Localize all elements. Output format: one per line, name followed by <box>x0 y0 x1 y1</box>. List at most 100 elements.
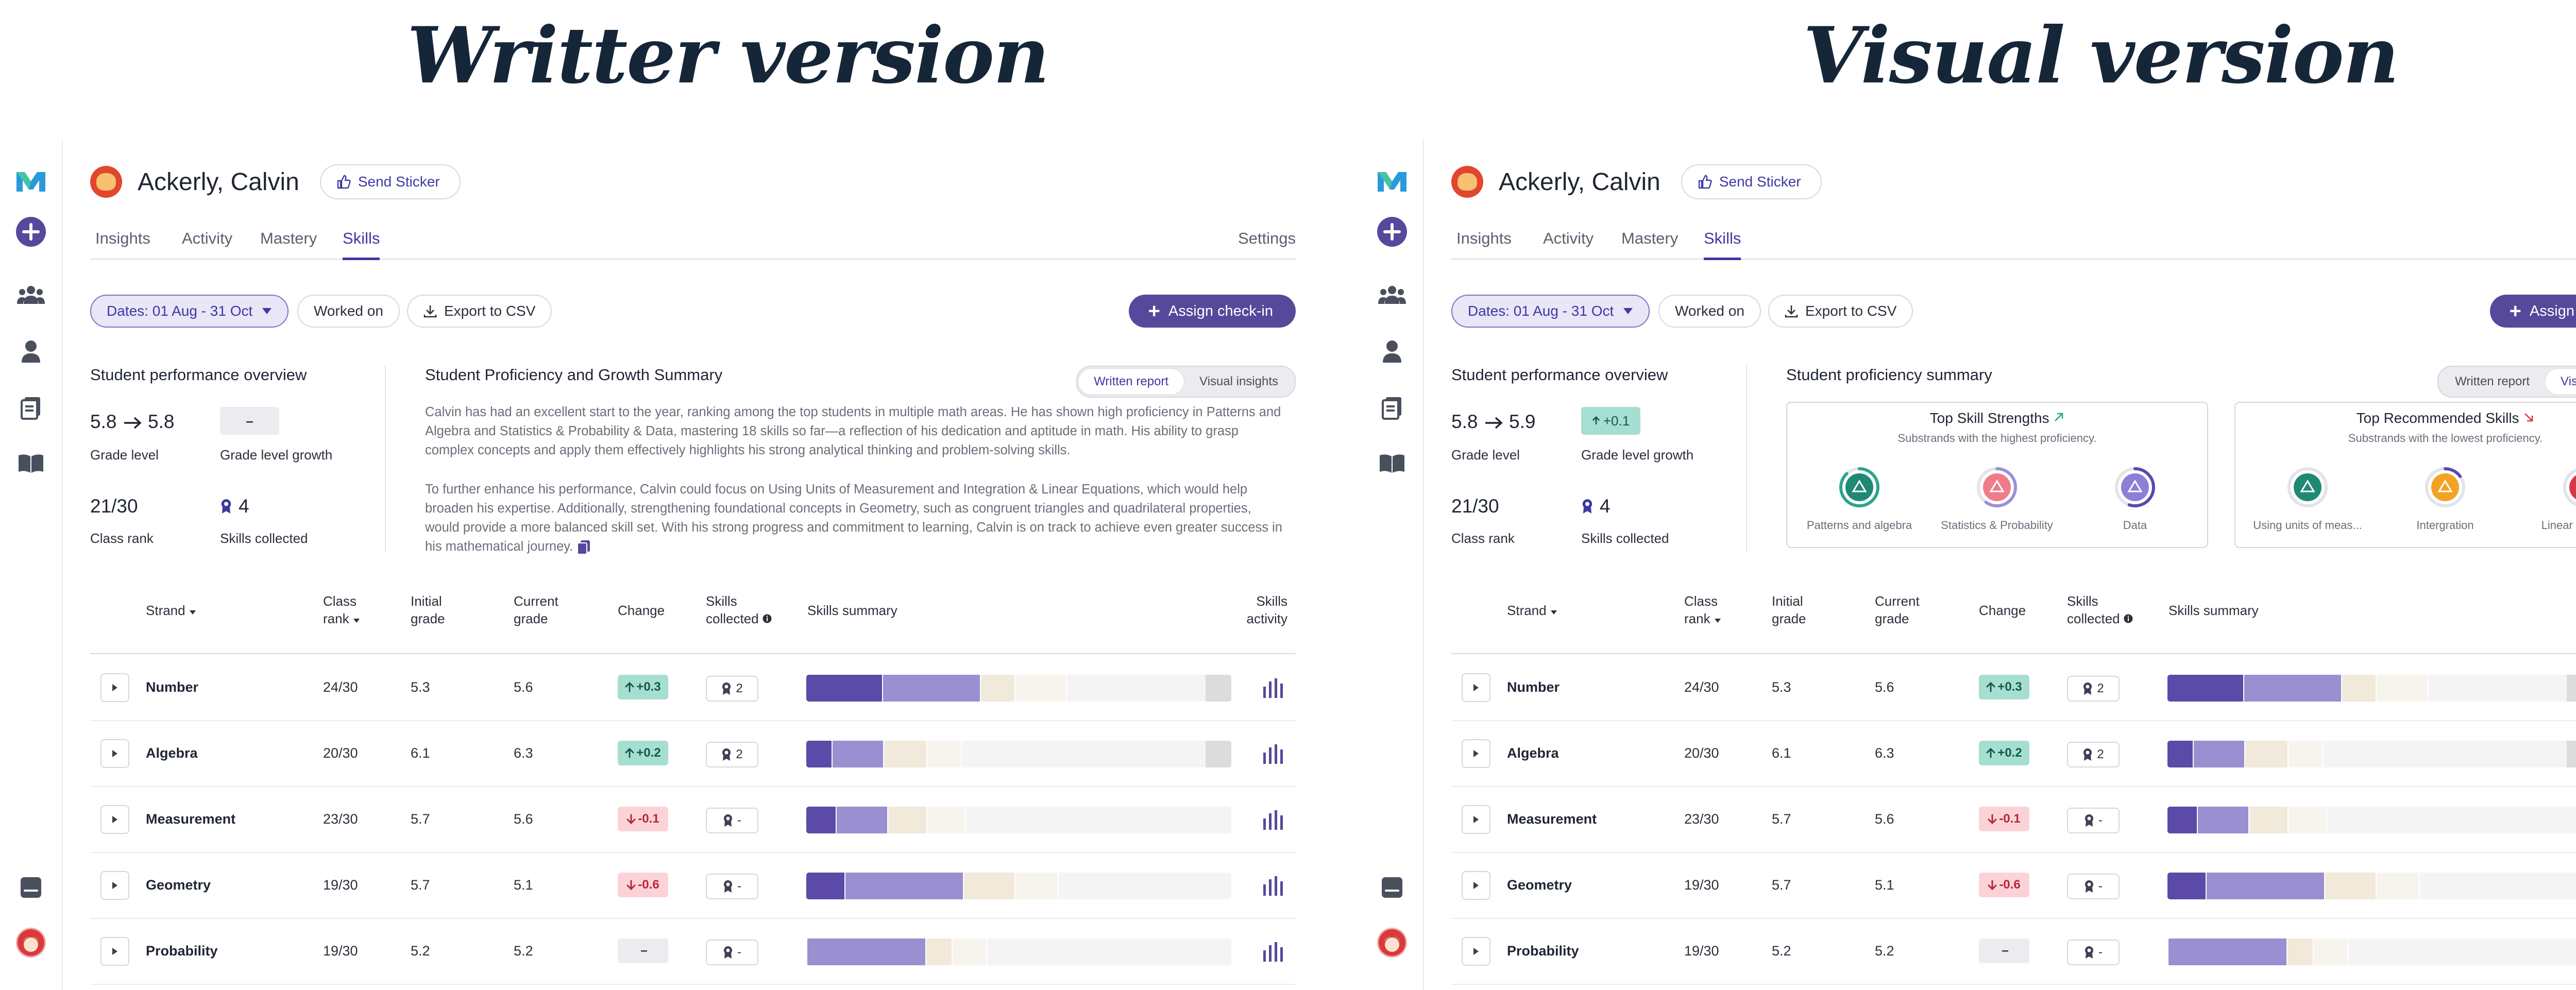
class-icon[interactable] <box>15 279 46 310</box>
header-strand[interactable]: Strand <box>146 602 196 619</box>
expand-row-button[interactable] <box>100 739 129 768</box>
tab-skills[interactable]: Skills <box>343 227 380 260</box>
skill-badge-icon <box>2286 467 2329 511</box>
header-class-rank[interactable]: Class rank <box>323 592 360 627</box>
strand-name: Algebra <box>146 745 198 761</box>
skills-activity-icon[interactable] <box>1263 941 1283 964</box>
skill-item[interactable]: Linear equations <box>2514 466 2576 532</box>
skills-summary-segment <box>2322 741 2576 767</box>
skill-item[interactable]: Intergration <box>2376 466 2515 532</box>
skill-item[interactable]: Using units of meas... <box>2238 466 2377 532</box>
skill-item[interactable]: Patterns and algebra <box>1790 466 1929 532</box>
skills-summary-segment <box>2376 675 2428 702</box>
send-sticker-button[interactable]: Send Sticker <box>1681 164 1822 199</box>
skill-item[interactable]: Data <box>2065 466 2205 532</box>
settings-link[interactable]: Settings <box>1238 229 1296 247</box>
date-range-filter[interactable]: Dates: 01 Aug - 31 Oct <box>1451 295 1650 328</box>
date-range-filter[interactable]: Dates: 01 Aug - 31 Oct <box>90 295 289 328</box>
expand-row-button[interactable] <box>100 937 129 966</box>
ribbon-icon <box>723 946 733 959</box>
add-icon[interactable] <box>1377 216 1408 247</box>
toggle-visual-insights[interactable]: Visual insights <box>2545 369 2576 395</box>
skills-collected-label: Skills collected <box>1581 531 1669 546</box>
add-icon[interactable] <box>15 216 46 247</box>
tab-activity[interactable]: Activity <box>182 229 233 247</box>
strand-name: Probability <box>146 943 218 959</box>
user-avatar[interactable] <box>1377 927 1408 958</box>
assign-check-in-button[interactable]: + Assign check-in <box>2489 295 2576 328</box>
tab-mastery[interactable]: Mastery <box>260 229 317 247</box>
copy-icon[interactable] <box>577 539 591 555</box>
library-icon[interactable] <box>15 448 46 479</box>
skills-summary-segment <box>2243 675 2341 702</box>
ribbon-icon <box>721 682 732 695</box>
skills-collected-badge: 2 <box>706 742 758 767</box>
messages-icon[interactable] <box>1377 872 1408 903</box>
expand-row-button[interactable] <box>1462 673 1490 702</box>
skills-activity-icon[interactable] <box>1263 875 1283 898</box>
skills-collected-badge: - <box>2067 940 2120 965</box>
trend-arrow-icon <box>2524 413 2533 422</box>
worked-on-filter[interactable]: Worked on <box>1658 295 1761 328</box>
expand-row-button[interactable] <box>100 871 129 900</box>
header-change: Change <box>1979 603 2026 618</box>
student-icon[interactable] <box>15 336 46 367</box>
skills-activity-icon[interactable] <box>1263 809 1283 832</box>
tab-activity[interactable]: Activity <box>1543 229 1594 247</box>
toggle-visual-insights[interactable]: Visual insights <box>1199 374 1278 388</box>
library-icon[interactable] <box>1377 448 1408 479</box>
skills-summary-segment <box>806 807 836 833</box>
arrow-right-icon <box>1485 417 1503 429</box>
header-strand[interactable]: Strand <box>1507 602 1557 619</box>
expand-row-button[interactable] <box>1462 739 1490 768</box>
change-badge: +0.2 <box>1979 741 2029 765</box>
date-range-label: Dates: 01 Aug - 31 Oct <box>1468 303 1614 319</box>
change-badge: +0.3 <box>618 675 668 699</box>
skills-activity-icon[interactable] <box>1263 743 1283 766</box>
tab-insights[interactable]: Insights <box>95 229 150 247</box>
send-sticker-button[interactable]: Send Sticker <box>319 164 461 199</box>
top-skill-strengths-card: Top Skill Strengths Substrands with the … <box>1786 402 2208 548</box>
summary-title: Student Proficiency and Growth Summary <box>425 366 723 384</box>
export-csv-button[interactable]: Export to CSV <box>1768 295 1913 328</box>
skill-item[interactable]: Statistics & Probability <box>1927 466 2066 532</box>
user-avatar[interactable] <box>15 927 46 958</box>
skills-summary-bar <box>806 873 1231 899</box>
tab-skills[interactable]: Skills <box>1704 227 1741 260</box>
student-icon[interactable] <box>1377 336 1408 367</box>
plus-icon: + <box>2509 299 2521 322</box>
performance-overview: Student performance overview 5.8 5.9 Grade… <box>1451 366 1740 556</box>
skills-summary-end-cap <box>2567 741 2576 767</box>
export-csv-button[interactable]: Export to CSV <box>407 295 552 328</box>
skill-name: Linear equations <box>2541 519 2576 532</box>
skills-activity-icon[interactable] <box>1263 677 1283 701</box>
assignments-icon[interactable] <box>15 392 46 423</box>
header-class-rank[interactable]: Class rank <box>1684 592 1721 627</box>
logo-icon[interactable] <box>15 166 46 197</box>
tab-mastery[interactable]: Mastery <box>1621 229 1679 247</box>
worked-on-filter[interactable]: Worked on <box>297 295 400 328</box>
tab-insights[interactable]: Insights <box>1456 229 1512 247</box>
assign-check-in-button[interactable]: + Assign check-in <box>1128 295 1296 328</box>
toggle-written-report[interactable]: Written report <box>2455 374 2530 388</box>
class-rank: 23/30 <box>1684 811 1719 827</box>
messages-icon[interactable] <box>15 872 46 903</box>
change-badge: +0.3 <box>1979 675 2029 699</box>
skills-summary-bar <box>2167 873 2576 899</box>
info-icon[interactable] <box>2124 611 2133 626</box>
expand-row-button[interactable] <box>100 673 129 702</box>
skills-summary-bar <box>2167 807 2576 833</box>
logo-icon[interactable] <box>1377 166 1408 197</box>
assignments-icon[interactable] <box>1377 392 1408 423</box>
class-rank: 24/30 <box>1684 679 1719 695</box>
class-icon[interactable] <box>1377 279 1408 310</box>
expand-row-button[interactable] <box>1462 805 1490 834</box>
expand-row-button[interactable] <box>1462 937 1490 966</box>
visual-panel: Ackerly, Calvin Send Sticker Insights Activ… <box>1361 139 2576 990</box>
expand-row-button[interactable] <box>100 805 129 834</box>
info-icon[interactable] <box>762 611 772 626</box>
toggle-written-report[interactable]: Written report <box>1078 369 1184 395</box>
skills-summary-segment <box>2167 938 2286 965</box>
expand-row-button[interactable] <box>1462 871 1490 900</box>
